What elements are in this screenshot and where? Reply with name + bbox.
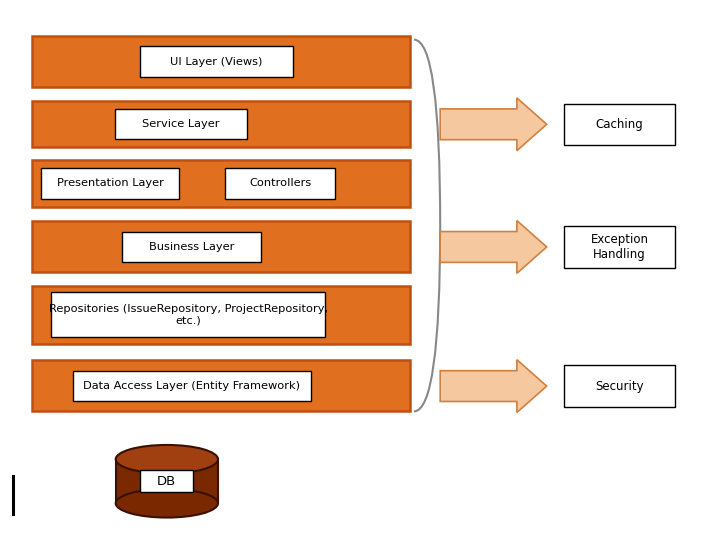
FancyBboxPatch shape [226,168,336,199]
Ellipse shape [116,445,218,474]
Polygon shape [440,360,547,412]
FancyBboxPatch shape [564,227,674,267]
Text: Security: Security [595,379,644,393]
Text: DB: DB [157,475,177,488]
FancyBboxPatch shape [40,168,179,199]
FancyBboxPatch shape [564,365,674,407]
Text: Repositories (IssueRepository, ProjectRepository,
etc.): Repositories (IssueRepository, ProjectRe… [48,304,328,326]
FancyBboxPatch shape [73,371,311,401]
Text: Caching: Caching [596,118,643,131]
FancyBboxPatch shape [564,103,674,145]
Text: Controllers: Controllers [249,178,312,189]
FancyBboxPatch shape [115,109,247,139]
Text: Service Layer: Service Layer [142,119,220,129]
Text: UI Layer (Views): UI Layer (Views) [170,57,263,67]
FancyBboxPatch shape [32,286,410,344]
Text: Exception
Handling: Exception Handling [591,233,648,261]
FancyBboxPatch shape [123,232,261,262]
FancyBboxPatch shape [32,101,410,147]
FancyBboxPatch shape [32,160,410,207]
Text: Data Access Layer (Entity Framework): Data Access Layer (Entity Framework) [83,381,300,391]
Polygon shape [440,221,547,273]
FancyBboxPatch shape [141,47,293,77]
Ellipse shape [116,489,218,518]
FancyBboxPatch shape [32,36,410,87]
FancyBboxPatch shape [32,221,410,272]
Polygon shape [116,459,218,503]
FancyBboxPatch shape [32,360,410,411]
FancyBboxPatch shape [141,470,193,492]
FancyBboxPatch shape [52,293,325,337]
Text: Business Layer: Business Layer [149,241,234,252]
Text: Presentation Layer: Presentation Layer [57,178,163,189]
Polygon shape [440,98,547,151]
